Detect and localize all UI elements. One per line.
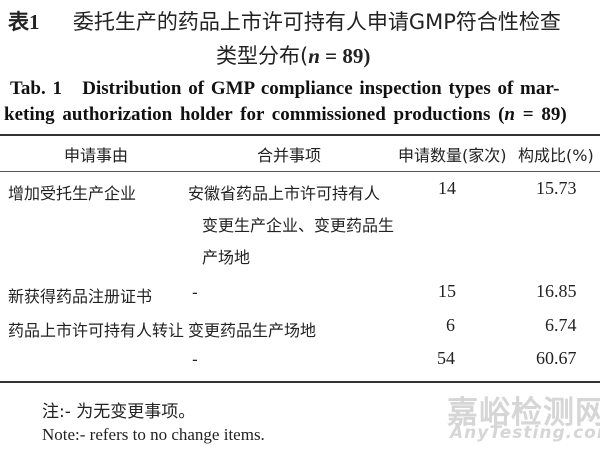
row-count: 15 (438, 281, 456, 301)
caption-cn-line2-text: 类型分布( (216, 44, 309, 68)
caption-cn-label: 表1 (8, 10, 40, 34)
table-bottom-rule (0, 381, 600, 383)
header-reason: 申请事由 (64, 146, 129, 165)
note-en: Note:- refers to no change items. (42, 425, 265, 444)
row-reason: 药品上市许可持有人转让 (8, 321, 185, 340)
row-reason: 增加受托生产企业 (8, 184, 137, 203)
watermark-en: AnyTesting.com (450, 423, 600, 443)
caption-en-n-value: = 89) (515, 104, 567, 125)
row-merged-line: - (192, 283, 198, 302)
row-ratio: 6.74 (545, 315, 577, 335)
caption-cn-line2: 类型分布(n = 89) (216, 40, 370, 70)
caption-en-n: n (504, 104, 515, 125)
row-ratio: 16.85 (536, 281, 577, 301)
caption-en-line1: Tab. 1 Distribution of GMP compliance in… (10, 78, 559, 100)
caption-en-line2-text: keting authorization holder for commissi… (4, 104, 505, 125)
caption-en-line2: keting authorization holder for commissi… (4, 104, 567, 126)
row-merged-line: 产场地 (202, 248, 251, 267)
row-ratio: 60.67 (536, 348, 577, 368)
caption-cn-line1: 表1 委托生产的药品上市许可持有人申请GMP符合性检查 (8, 6, 561, 36)
note-cn: 注:- 为无变更事项。 (42, 402, 196, 422)
header-ratio: 构成比(%) (518, 146, 594, 165)
caption-cn-n-value: = 89) (319, 44, 371, 68)
table-header-rule (0, 171, 600, 172)
row-merged-line: 安徽省药品上市许可持有人 (188, 184, 381, 203)
table-top-rule (0, 134, 600, 136)
header-merged: 合并事项 (257, 146, 322, 165)
row-count: 6 (446, 315, 455, 335)
header-count: 申请数量(家次) (398, 146, 507, 165)
row-merged-line: 变更生产企业、变更药品生 (202, 216, 395, 235)
row-count: 54 (437, 348, 455, 368)
caption-cn-title: 委托生产的药品上市许可持有人申请GMP符合性检查 (72, 10, 561, 34)
row-ratio: 15.73 (536, 178, 577, 198)
row-merged-line: - (192, 350, 198, 369)
caption-en-line1-text: Tab. 1 Distribution of GMP compliance in… (10, 78, 560, 99)
row-reason: 新获得药品注册证书 (8, 287, 153, 306)
watermark-cn: 嘉峪检测网 (447, 395, 600, 431)
row-count: 14 (438, 178, 456, 198)
caption-cn-n: n (308, 44, 320, 68)
row-merged-line: 变更药品生产场地 (188, 321, 317, 340)
